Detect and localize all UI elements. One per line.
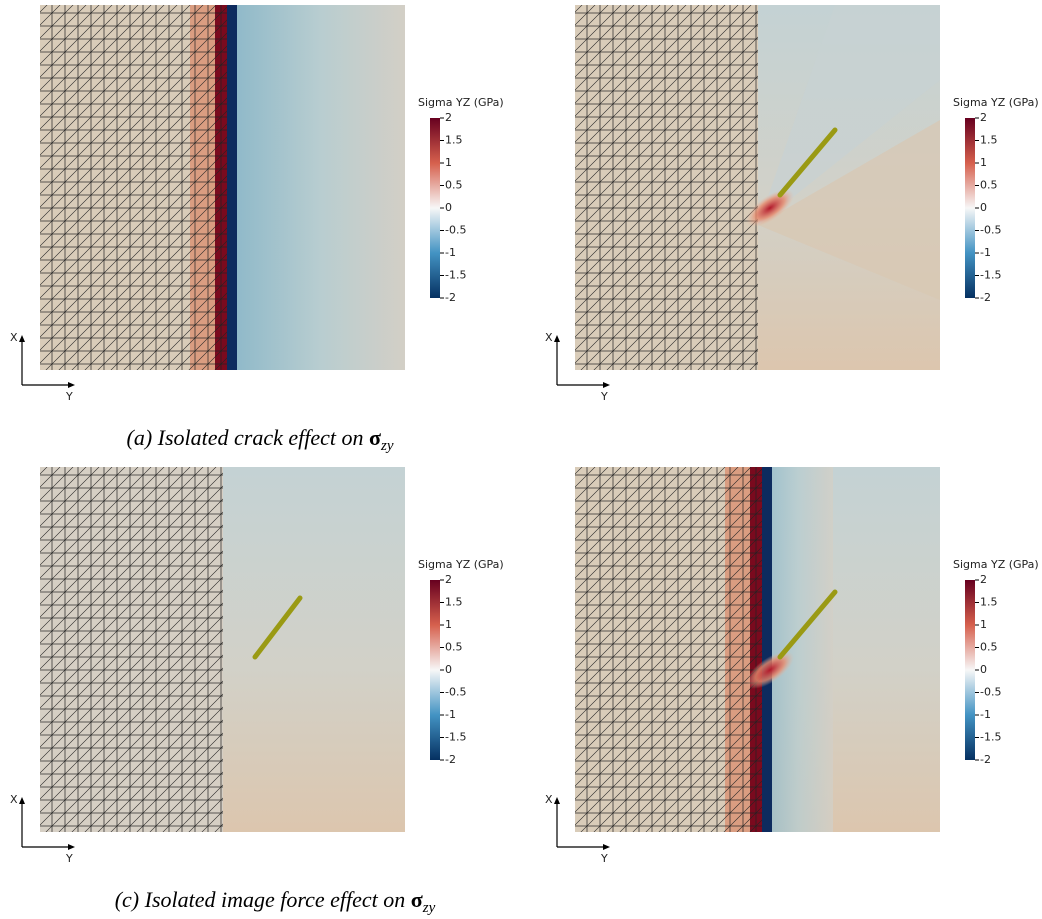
colorbar-tick-label: -0.5 (980, 686, 1001, 699)
colorbar-tick-label: -1.5 (445, 269, 466, 282)
caption-subscript: zy (422, 900, 436, 916)
mesh (575, 467, 762, 832)
caption-text: (a) Isolated crack effect on (127, 425, 370, 450)
caption-text: (c) Isolated image force effect on (115, 887, 411, 912)
colorbar-tick-label: -2 (445, 753, 456, 766)
caption-symbol: σ (369, 425, 381, 450)
colorbar-tick-label: 0 (445, 663, 452, 676)
axis-label: X (10, 331, 18, 344)
colorbar (965, 118, 975, 298)
colorbar-tick-label: -2 (980, 753, 991, 766)
axis-label: Y (600, 390, 608, 403)
arrow-head (68, 382, 75, 388)
stress-blob (746, 651, 794, 689)
colorbar-tick-label: 2 (980, 573, 987, 586)
arrow-head (554, 335, 560, 342)
dislocation (777, 589, 838, 660)
colorbar-tick-label: 1 (445, 618, 452, 631)
caption: (a) Isolated crack effect on σzy (127, 425, 394, 454)
colorbar-tick-label: 1 (980, 156, 987, 169)
colorbar-tick-label: 0 (980, 663, 987, 676)
axis-label: X (545, 331, 553, 344)
dislocation (777, 127, 838, 198)
axis-label: X (545, 793, 553, 806)
colorbar-tick-label: 1.5 (445, 134, 463, 147)
arrow-head (603, 382, 610, 388)
colorbar-tick-label: 1.5 (445, 596, 463, 609)
colorbar-tick-label: 1 (445, 156, 452, 169)
field (235, 5, 405, 370)
caption: (c) Isolated image force effect on σzy (115, 887, 436, 916)
stress-blob (746, 189, 794, 227)
colorbar-tick-label: 0 (445, 201, 452, 214)
colorbar-tick-label: -0.5 (445, 224, 466, 237)
colorbar-tick-label: 2 (445, 111, 452, 124)
colorbar-tick-label: 1.5 (980, 134, 998, 147)
dislocation (252, 595, 303, 660)
stress-field (40, 5, 405, 370)
colorbar-tick-label: -1.5 (980, 269, 1001, 282)
colorbar-tick-label: -1 (980, 246, 991, 259)
mesh (40, 5, 227, 370)
colorbar-tick-label: 0.5 (445, 179, 463, 192)
colorbar-tick-label: 1.5 (980, 596, 998, 609)
mesh (40, 467, 223, 832)
colorbar-title: Sigma YZ (GPa) (953, 558, 1039, 571)
stress-field (40, 467, 405, 832)
colorbar-tick-label: 1 (980, 618, 987, 631)
field (763, 467, 833, 832)
colorbar (430, 118, 440, 298)
colorbar-tick-label: 2 (445, 573, 452, 586)
field (223, 467, 405, 832)
colorbar-tick-label: 0.5 (980, 641, 998, 654)
axis-label: Y (65, 852, 73, 865)
colorbar-tick-label: 0.5 (445, 641, 463, 654)
colorbar-title: Sigma YZ (GPa) (418, 558, 504, 571)
panel: X Y Sigma YZ (GPa) 2 1.5 1 0.5 0 -0.5 -1 -1.5 -2 (c)… (10, 467, 504, 916)
panel: X Y Sigma YZ (GPa) 2 1.5 1 0.5 0 -0.5 -1 -1.5 -2 (a)… (10, 5, 504, 454)
field-lobe (758, 120, 940, 300)
colorbar-tick-label: -0.5 (445, 686, 466, 699)
arrow-head (19, 335, 25, 342)
colorbar-tick-label: -2 (980, 291, 991, 304)
axis-label: Y (600, 852, 608, 865)
stress-field (575, 467, 940, 832)
colorbar-tick-label: -2 (445, 291, 456, 304)
arrow-head (68, 844, 75, 850)
arrow-head (554, 797, 560, 804)
colorbar-tick-label: -1.5 (980, 731, 1001, 744)
colorbar-tick-label: -0.5 (980, 224, 1001, 237)
colorbar (430, 580, 440, 760)
axis-label: X (10, 793, 18, 806)
arrow-head (19, 797, 25, 804)
mesh (575, 5, 758, 370)
stripe (762, 467, 772, 832)
axis-label: Y (65, 390, 73, 403)
caption-symbol: σ (411, 887, 423, 912)
colorbar-title: Sigma YZ (GPa) (418, 96, 504, 109)
colorbar-tick-label: 0 (980, 201, 987, 214)
colorbar-tick-label: -1 (980, 708, 991, 721)
colorbar-tick-label: -1 (445, 246, 456, 259)
caption-subscript: zy (380, 438, 394, 454)
colorbar (965, 580, 975, 760)
colorbar-tick-label: 0.5 (980, 179, 998, 192)
stripe (227, 5, 237, 370)
arrow-head (603, 844, 610, 850)
colorbar-title: Sigma YZ (GPa) (953, 96, 1039, 109)
colorbar-tick-label: -1 (445, 708, 456, 721)
stress-field (575, 5, 940, 370)
colorbar-tick-label: -1.5 (445, 731, 466, 744)
colorbar-tick-label: 2 (980, 111, 987, 124)
